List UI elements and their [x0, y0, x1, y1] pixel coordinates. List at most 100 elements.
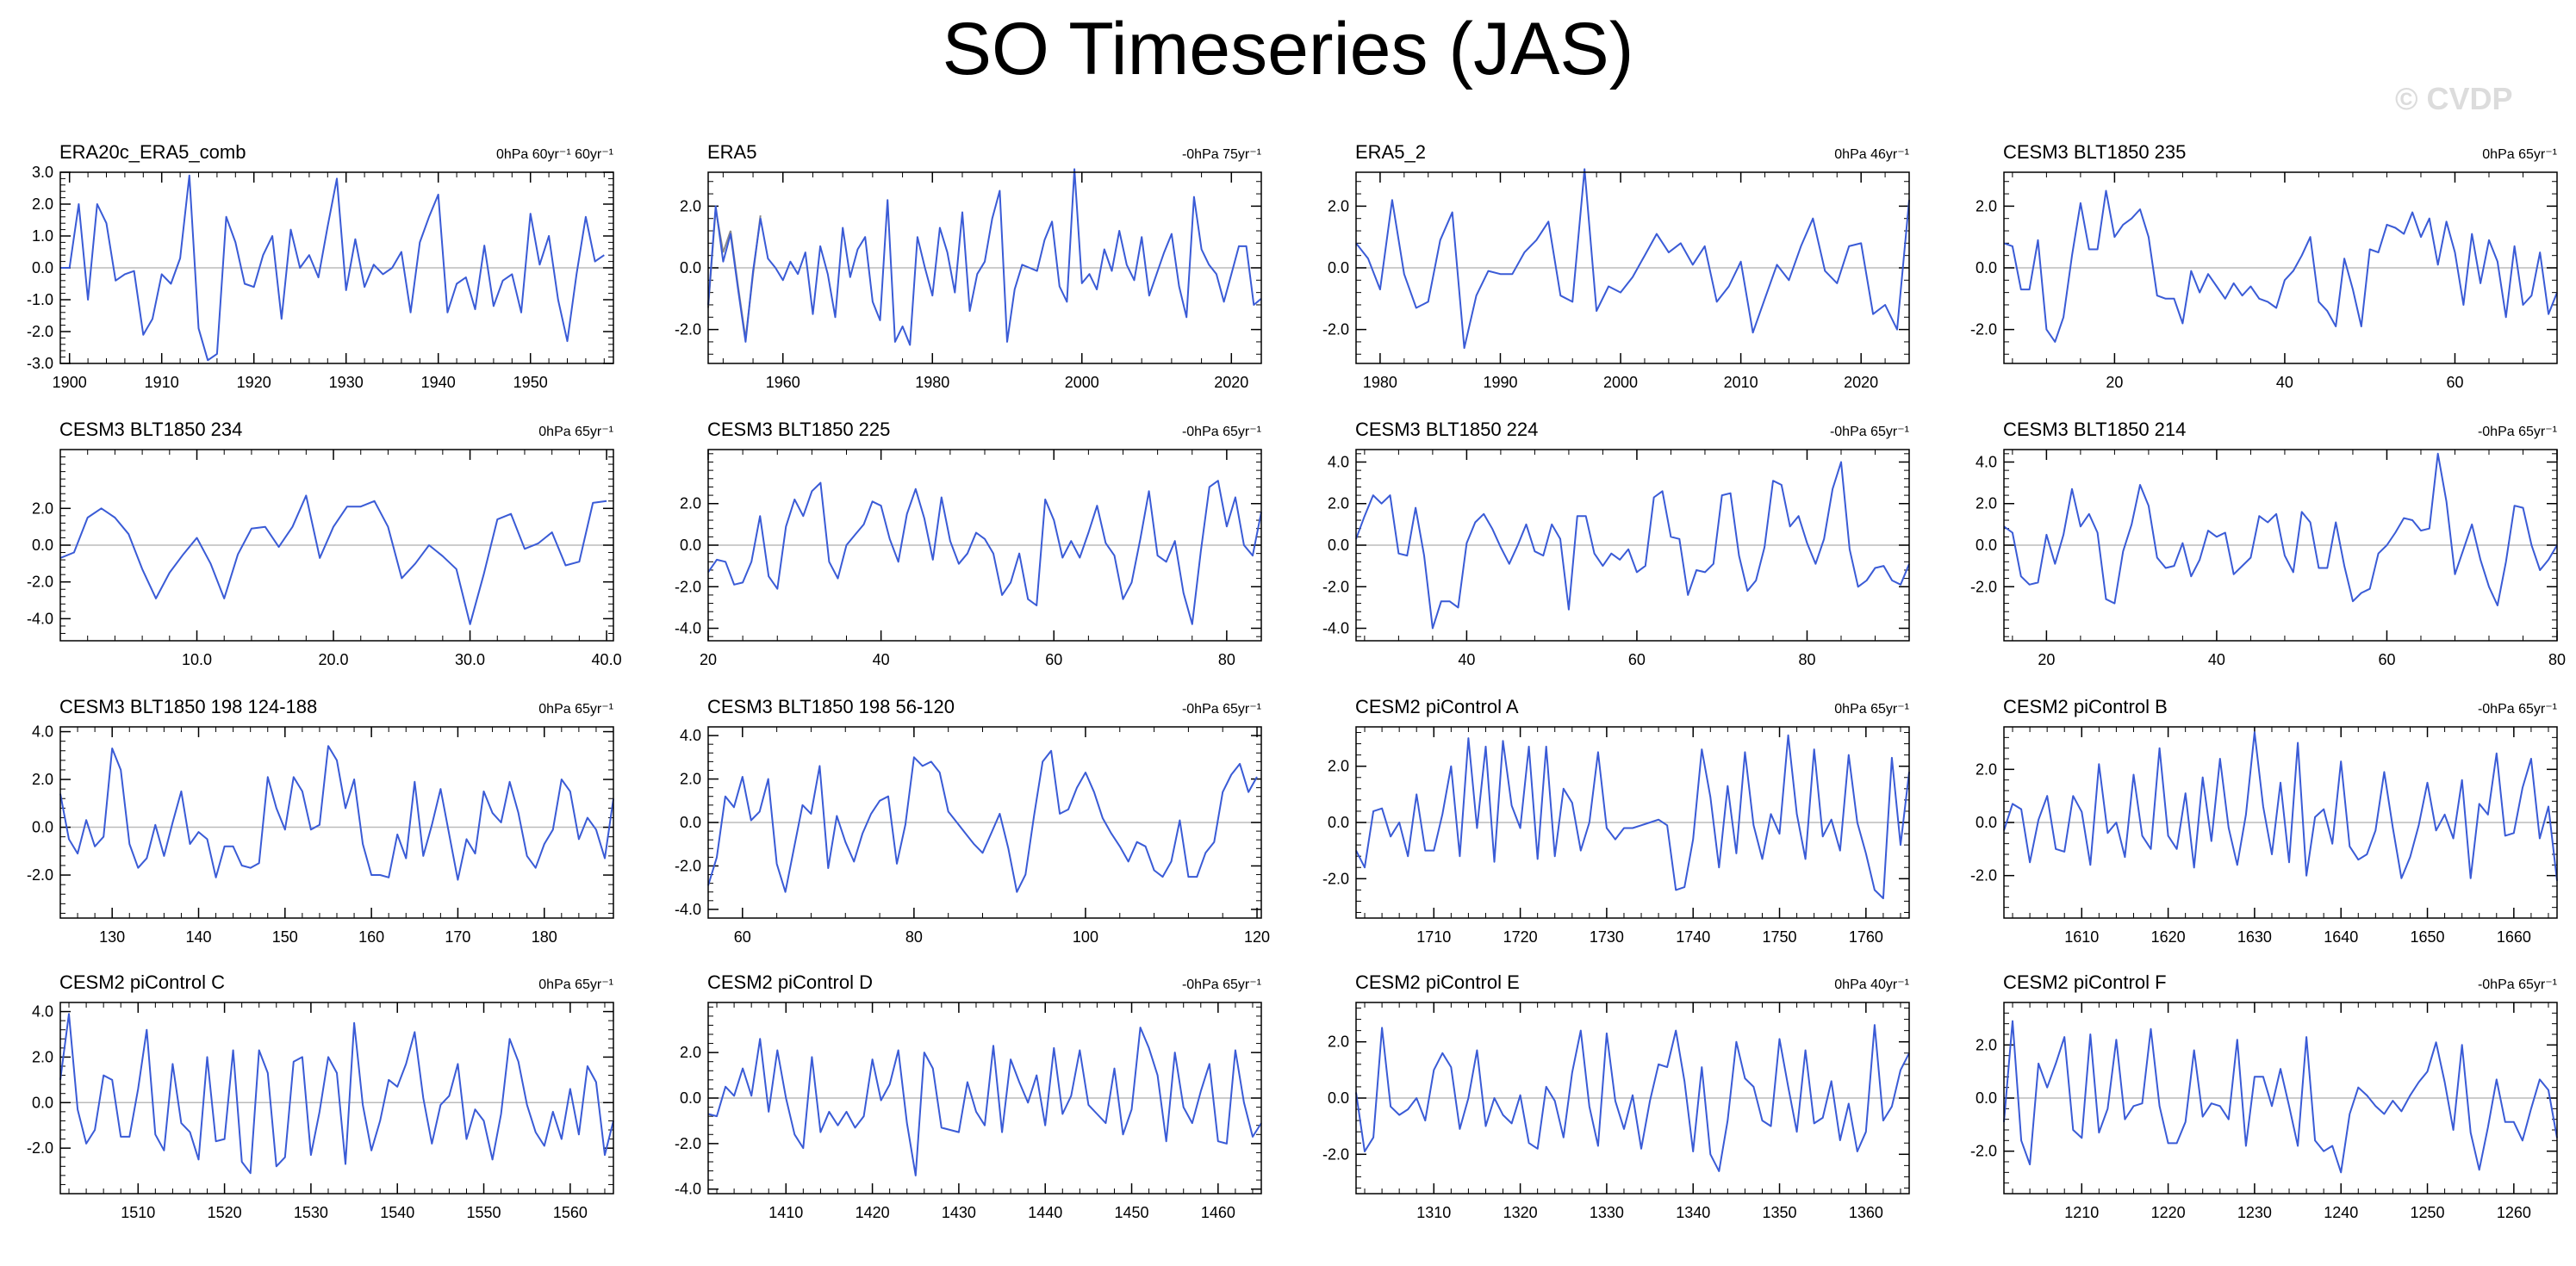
x-tick-label: 80	[1218, 651, 1235, 668]
panel-subtitle: -0hPa 65yr⁻¹	[1182, 702, 1261, 717]
x-tick-label: 80	[2548, 651, 2566, 668]
series-line	[59, 1013, 614, 1175]
x-tick-label: 30.0	[455, 651, 485, 668]
panel-title: ERA5_2	[1355, 141, 1426, 163]
y-tick-label: 4.0	[32, 1003, 53, 1021]
watermark: © CVDP	[2395, 81, 2513, 116]
plot-frame	[59, 449, 614, 642]
x-tick-label: 20	[2038, 651, 2055, 668]
y-tick-label: -2.0	[675, 857, 701, 874]
x-tick-label: 1440	[1028, 1204, 1062, 1221]
y-tick-label: 0.0	[1328, 259, 1349, 276]
x-tick-label: 1920	[237, 374, 271, 391]
y-tick-label: 2.0	[1328, 1033, 1349, 1051]
x-tick-label: 1420	[856, 1204, 890, 1221]
y-tick-label: -2.0	[675, 578, 701, 595]
panel-title: ERA20c_ERA5_comb	[59, 141, 246, 163]
y-tick-label: -2.0	[1322, 870, 1349, 887]
x-tick-label: 2000	[1603, 374, 1638, 391]
series-line	[60, 174, 605, 362]
x-tick-label: 1620	[2151, 928, 2186, 946]
y-tick-label: 2.0	[680, 1044, 701, 1061]
x-tick-label: 1980	[915, 374, 949, 391]
x-tick-label: 2020	[1844, 374, 1878, 391]
series-line	[707, 480, 1262, 625]
x-tick-label: 1960	[766, 374, 800, 391]
y-tick-label: 0.0	[32, 1094, 53, 1111]
x-tick-label: 1630	[2237, 928, 2272, 946]
panel-title: CESM3 BLT1850 235	[2003, 141, 2186, 163]
y-tick-label: 2.0	[680, 197, 701, 214]
x-tick-label: 10.0	[182, 651, 212, 668]
x-tick-label: 60	[1045, 651, 1062, 668]
panel-13: CESM2 piControl C 0hPa 65yr⁻¹ -2.0 0.0 2.0 4.…	[27, 971, 614, 1221]
y-tick-label: 2.0	[1976, 760, 1997, 778]
x-tick-label: 1550	[467, 1204, 501, 1221]
panel-9: CESM3 BLT1850 198 124-188 0hPa 65yr⁻¹ -2.0…	[27, 696, 614, 946]
series-line	[707, 1027, 1262, 1176]
x-tick-label: 1350	[1763, 1204, 1797, 1221]
y-tick-label: -4.0	[1322, 620, 1349, 637]
x-tick-label: 1250	[2411, 1204, 2445, 1221]
y-tick-label: -2.0	[675, 1135, 701, 1152]
x-tick-label: 1940	[421, 374, 456, 391]
plot-frame	[59, 726, 614, 919]
x-tick-label: 1240	[2324, 1204, 2358, 1221]
series-line	[1355, 734, 1910, 900]
y-tick-label: 4.0	[1328, 453, 1349, 470]
y-tick-label: 4.0	[680, 727, 701, 744]
x-tick-label: 1760	[1849, 928, 1883, 946]
x-tick-label: 160	[358, 928, 384, 946]
y-tick-label: -1.0	[27, 291, 53, 308]
x-tick-label: 1560	[553, 1204, 588, 1221]
plot-frame	[2003, 1002, 2558, 1195]
x-tick-label: 1510	[121, 1204, 155, 1221]
panel-title: CESM2 piControl F	[2003, 971, 2167, 993]
y-tick-label: -2.0	[27, 1139, 53, 1157]
y-tick-label: 0.0	[680, 1089, 701, 1107]
y-tick-label: 2.0	[680, 495, 701, 512]
panel-subtitle: 0hPa 65yr⁻¹	[538, 425, 613, 439]
x-tick-label: 40	[2276, 374, 2293, 391]
panel-title: CESM2 piControl A	[1355, 696, 1519, 717]
y-tick-label: -4.0	[27, 610, 53, 627]
x-tick-label: 80	[905, 928, 923, 946]
x-tick-label: 1360	[1849, 1204, 1883, 1221]
x-tick-label: 40	[1458, 651, 1475, 668]
panel-subtitle: 0hPa 65yr⁻¹	[538, 702, 613, 717]
x-tick-label: 2020	[1214, 374, 1248, 391]
x-tick-label: 60	[2378, 651, 2395, 668]
x-tick-label: 1910	[145, 374, 179, 391]
x-tick-label: 1660	[2497, 928, 2531, 946]
x-tick-label: 140	[185, 928, 211, 946]
plot-frame	[707, 1002, 1262, 1195]
panel-subtitle: -0hPa 65yr⁻¹	[2478, 977, 2557, 992]
panel-title: CESM3 BLT1850 225	[707, 419, 890, 440]
x-tick-label: 80	[1798, 651, 1815, 668]
plot-frame	[1355, 726, 1910, 919]
series-line	[59, 745, 614, 881]
panel-16: CESM2 piControl F -0hPa 65yr⁻¹ -2.0 0.0 2.0 1…	[1970, 971, 2558, 1221]
y-tick-label: 0.0	[1976, 537, 1997, 554]
x-tick-label: 1750	[1763, 928, 1797, 946]
panel-subtitle: 0hPa 40yr⁻¹	[1834, 977, 1909, 992]
x-tick-label: 1230	[2237, 1204, 2272, 1221]
y-tick-label: 4.0	[32, 723, 53, 741]
x-tick-label: 1330	[1590, 1204, 1624, 1221]
y-tick-label: 2.0	[32, 195, 53, 213]
panel-2: ERA5 -0hPa 75yr⁻¹ -2.0 0.0 2.0 1960 1980 2000 20…	[675, 141, 1262, 391]
y-tick-label: 3.0	[32, 164, 53, 181]
x-tick-label: 1320	[1503, 1204, 1538, 1221]
x-tick-label: 1460	[1201, 1204, 1235, 1221]
series-line	[707, 749, 1258, 893]
y-tick-label: -2.0	[1970, 321, 1997, 338]
x-tick-label: 1610	[2064, 928, 2099, 946]
x-tick-label: 1260	[2497, 1204, 2531, 1221]
panel-title: CESM3 BLT1850 214	[2003, 419, 2186, 440]
x-tick-label: 40	[2208, 651, 2225, 668]
y-tick-label: 1.0	[32, 227, 53, 245]
x-tick-label: 120	[1244, 928, 1270, 946]
x-tick-label: 1650	[2411, 928, 2445, 946]
panel-3: ERA5_2 0hPa 46yr⁻¹ -2.0 0.0 2.0 1980 1990 2000 2…	[1322, 141, 1910, 391]
